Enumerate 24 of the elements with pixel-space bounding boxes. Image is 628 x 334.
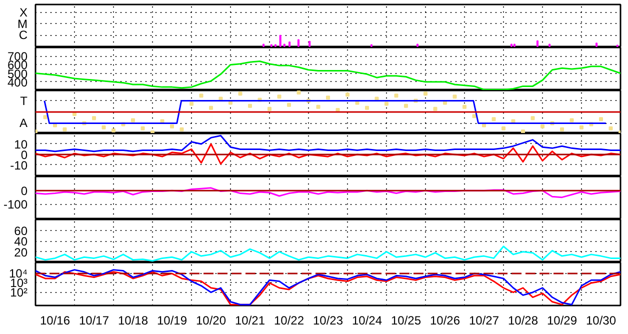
x-tick-label: 10/27	[468, 314, 500, 328]
line-series	[36, 246, 620, 262]
line-series	[36, 187, 620, 198]
x-tick-label: 10/20	[196, 314, 226, 328]
y-tick-label: 0	[20, 184, 28, 198]
x-tick-label: 10/30	[586, 314, 616, 328]
x-tick-label: 10/23	[312, 314, 344, 328]
x-tick-label: 10/26	[430, 314, 460, 328]
x-tick-label: 10/25	[390, 314, 422, 328]
x-tick-label: 10/28	[508, 314, 538, 328]
line-series	[36, 60, 620, 90]
x-tick-label: 10/22	[274, 314, 304, 328]
text: A	[19, 116, 28, 130]
x-tick-label: 10/17	[78, 314, 110, 328]
x-tick-label: 10/19	[156, 314, 188, 328]
text: C	[18, 28, 28, 42]
y-tick-label: -100	[3, 198, 28, 212]
x-tick-label: 10/24	[352, 314, 382, 328]
x-tick-label: 10/21	[234, 314, 266, 328]
text: T	[20, 94, 28, 108]
x-tick-label: 10/18	[118, 314, 148, 328]
x-tick-label: 10/16	[40, 314, 70, 328]
x-tick-label: 10/29	[546, 314, 578, 328]
line-series	[36, 134, 620, 152]
